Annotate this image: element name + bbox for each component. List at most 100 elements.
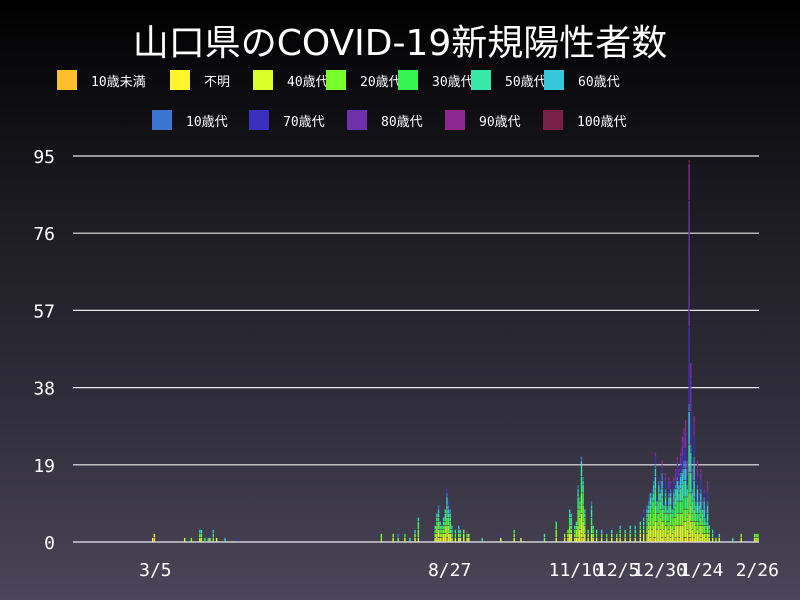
bar-segment — [706, 525, 709, 534]
bar-segment — [646, 525, 648, 534]
bar-segment — [579, 501, 581, 505]
bar-segment — [681, 472, 684, 485]
bar-segment — [454, 529, 457, 534]
bar-segment — [701, 521, 704, 526]
bar-segment — [653, 501, 655, 513]
bar-segment — [690, 444, 692, 453]
bar-segment — [693, 424, 695, 436]
bar-segment — [653, 476, 655, 481]
bar-segment — [575, 521, 578, 526]
legend-swatch — [445, 110, 465, 130]
bar-segment — [590, 505, 593, 509]
bar-segment — [500, 537, 502, 542]
legend-swatch — [326, 70, 346, 90]
bar-segment — [575, 529, 578, 538]
bar-segment — [671, 525, 673, 534]
bar-segment — [656, 529, 658, 542]
bar-segment — [543, 533, 546, 538]
bar-segment — [463, 529, 465, 534]
bar-segment — [451, 525, 453, 530]
bar-segment — [755, 533, 758, 538]
bar-segment — [642, 517, 645, 522]
bar-segment — [414, 537, 416, 542]
bar-segment — [639, 533, 642, 538]
bar-segment — [447, 513, 450, 518]
bar-segment — [659, 501, 662, 509]
bar-segment — [580, 476, 583, 493]
bar-segment — [668, 493, 670, 497]
bar-segment — [444, 525, 446, 534]
bar-segment — [705, 533, 707, 538]
bar-segment — [442, 533, 445, 542]
bar-segment — [703, 489, 705, 493]
legend-label: 10歳代 — [186, 114, 228, 130]
bar-segment — [570, 517, 573, 526]
bar-segment — [666, 505, 668, 509]
bar-segment — [574, 529, 576, 534]
bar-segment — [587, 537, 589, 542]
bar-segment — [663, 501, 665, 505]
bar-segment — [661, 509, 663, 522]
bar-segment — [439, 521, 441, 526]
bar-segment — [619, 537, 621, 542]
bar-segment — [666, 525, 668, 534]
bar-segment — [666, 509, 668, 513]
bar-segment — [693, 464, 695, 481]
bar-segment — [651, 497, 653, 501]
bar-segment — [648, 521, 650, 530]
bar-segment — [690, 505, 692, 522]
bar-segment — [659, 529, 662, 542]
bar-segment — [664, 489, 667, 493]
bar-segment — [705, 509, 707, 513]
bar-segment — [700, 525, 702, 538]
bar-segment — [651, 489, 653, 493]
bar-segment — [700, 537, 702, 542]
bar-segment — [679, 472, 682, 477]
bar-segment — [661, 481, 663, 489]
bar-segment — [703, 525, 705, 534]
bar-segment — [441, 537, 443, 542]
bar-segment — [698, 493, 700, 497]
bar-segment — [592, 525, 594, 530]
bar-segment — [595, 529, 598, 534]
bar-segment — [696, 485, 699, 489]
bar-segment — [646, 517, 648, 526]
bar-segment — [634, 537, 636, 542]
bar-segment — [447, 525, 450, 534]
bar-segment — [590, 533, 593, 542]
bar-segment — [439, 537, 441, 542]
bar-segment — [706, 533, 709, 542]
bar-segment — [706, 493, 709, 501]
bar-segment — [434, 525, 436, 530]
bar-segment — [698, 505, 700, 513]
bar-segment — [639, 521, 642, 526]
bar-segment — [459, 529, 462, 534]
bar-segment — [654, 468, 657, 477]
bar-segment — [569, 525, 571, 534]
bar-segment — [708, 529, 710, 534]
bar-segment — [718, 537, 721, 542]
bar-segment — [649, 513, 652, 526]
bar-segment — [663, 513, 665, 522]
bar-segment — [595, 533, 598, 538]
bar-segment — [466, 537, 468, 542]
bar-segment — [757, 537, 759, 542]
bar-segment — [567, 533, 569, 538]
bar-segment — [698, 521, 700, 526]
bar-segment — [671, 509, 673, 513]
bar-segment — [679, 452, 682, 457]
bar-segment — [678, 501, 680, 513]
bar-segment — [683, 509, 685, 522]
bar-segment — [691, 493, 694, 501]
bar-segment — [688, 200, 690, 327]
bar-segment — [695, 521, 697, 526]
bar-segment — [753, 537, 756, 542]
bar-segment — [436, 525, 438, 534]
bar-segment — [199, 529, 201, 534]
legend-swatch — [170, 70, 190, 90]
bar-segment — [442, 525, 445, 530]
bar-segment — [755, 537, 758, 542]
bar-segment — [434, 533, 436, 538]
bar-segment — [459, 537, 462, 542]
bar-segment — [451, 537, 453, 542]
